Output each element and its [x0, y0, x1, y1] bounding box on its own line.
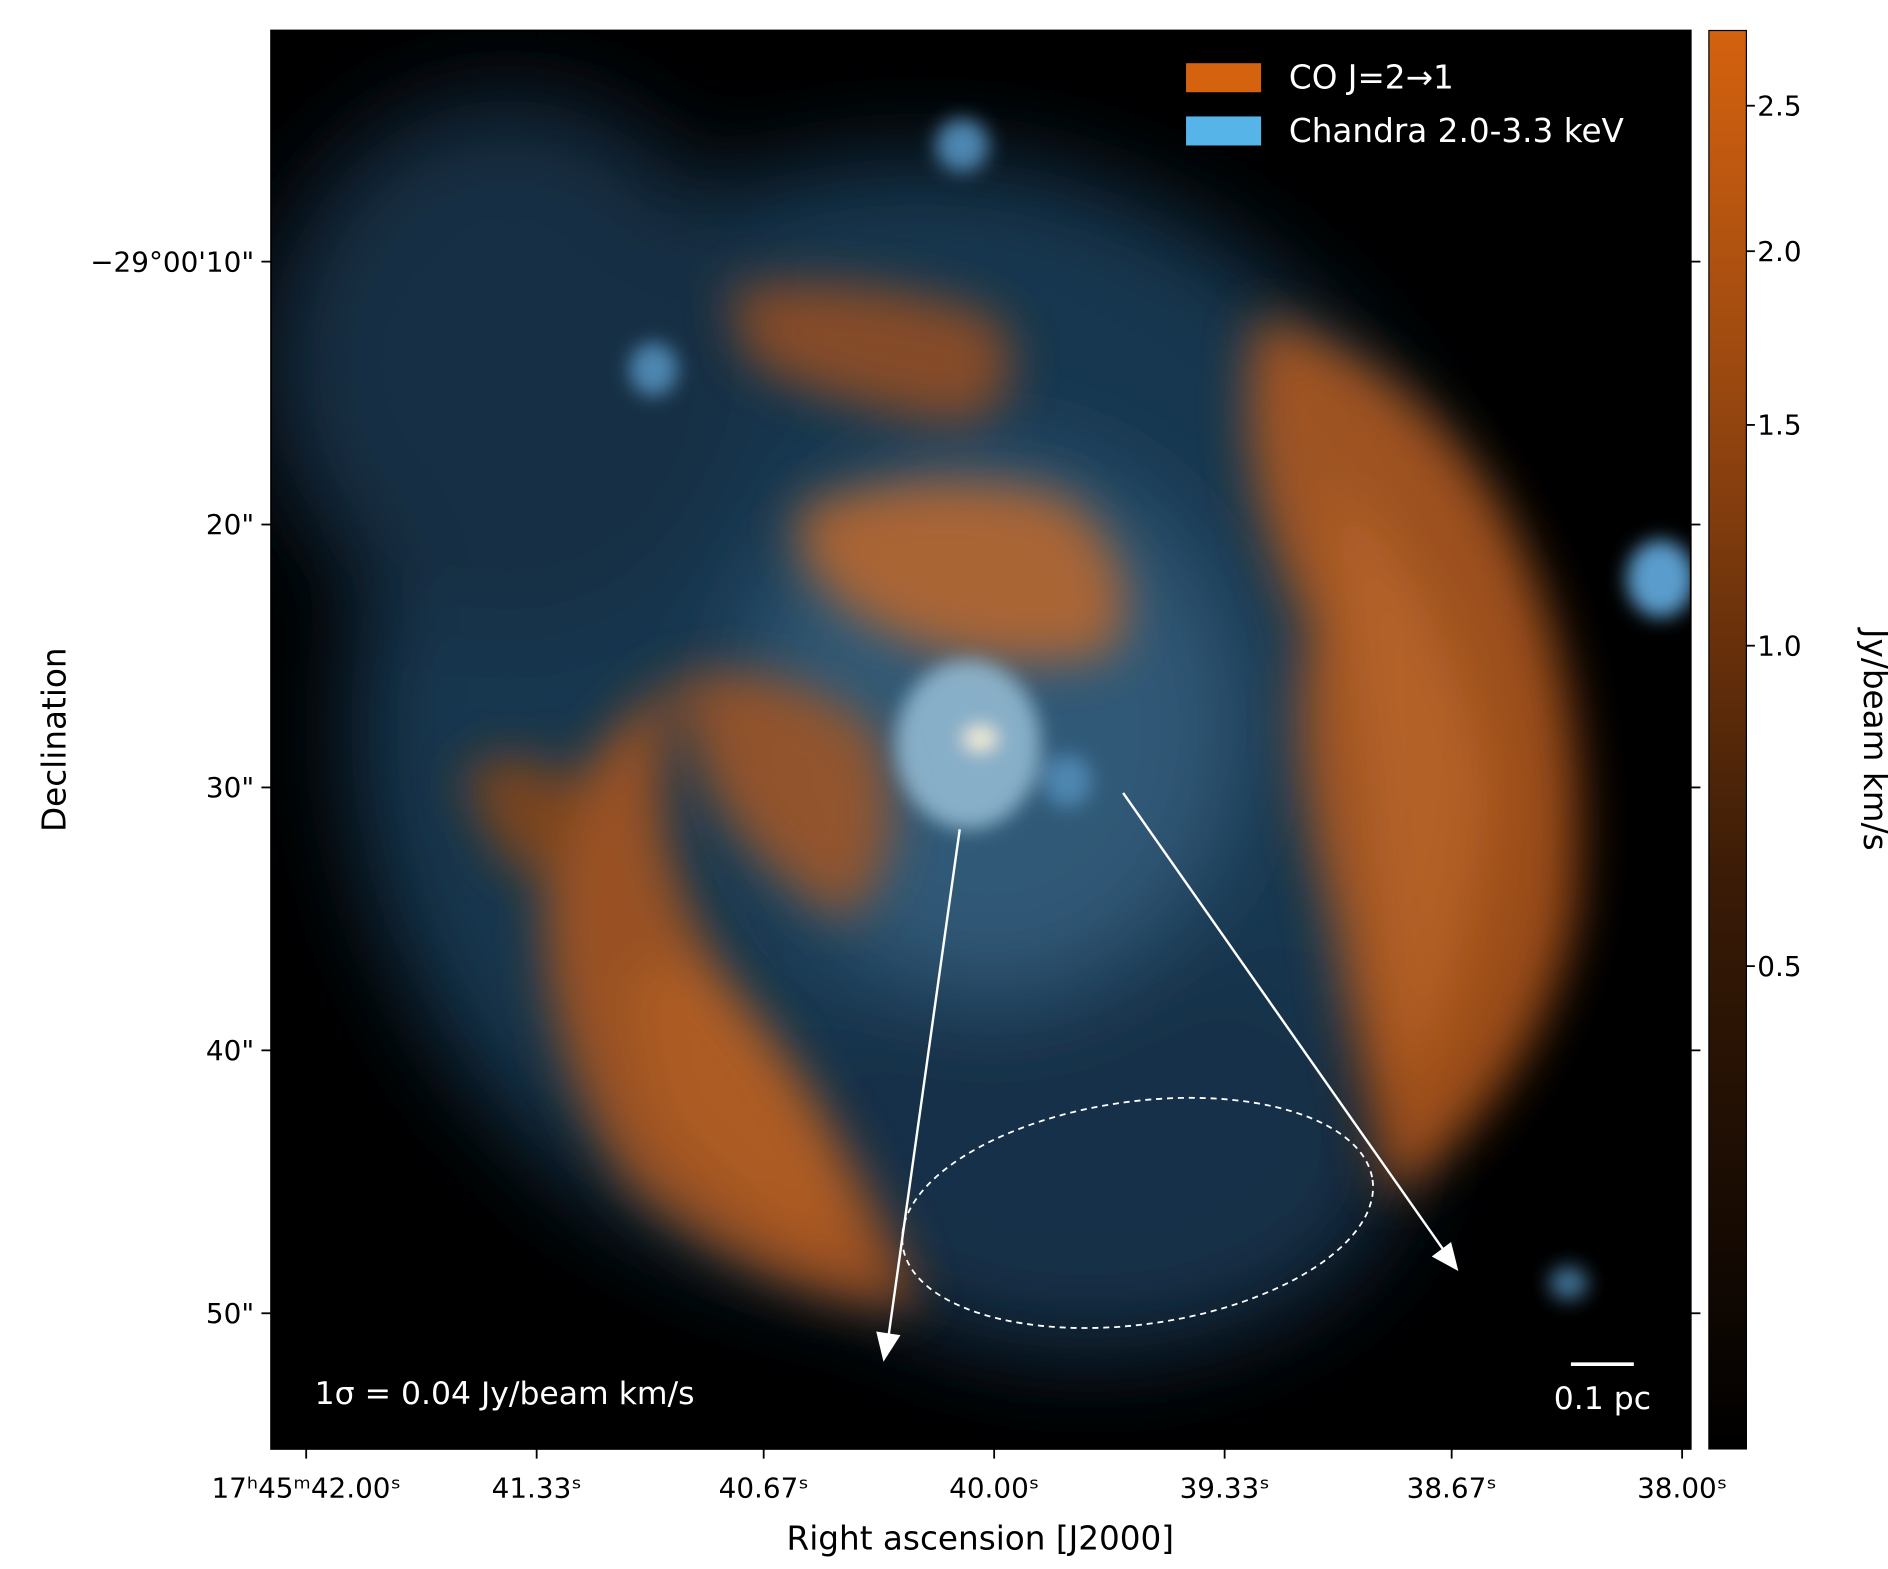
x-tick-label: 41.33ˢ: [492, 1471, 582, 1504]
y-tick-label: 30": [206, 771, 254, 804]
y-tick-label: 50": [206, 1297, 254, 1330]
x-tick-label: 40.00ˢ: [949, 1471, 1039, 1504]
legend-swatch: [1186, 116, 1262, 146]
colorbar: [1708, 29, 1748, 1450]
y-axis-label: Declination: [35, 647, 73, 832]
noise-annotation: 1σ = 0.04 Jy/beam km/s: [315, 1376, 695, 1412]
colorbar-tick-label: 0.5: [1757, 950, 1801, 983]
x-tick-label: 38.00ˢ: [1637, 1471, 1727, 1504]
legend: CO J=2→1 Chandra 2.0-3.3 keV: [1186, 59, 1625, 150]
plot-frame: [270, 29, 1692, 1450]
legend-swatch: [1186, 63, 1262, 93]
colorbar-tick-label: 1.5: [1757, 409, 1801, 442]
legend-label: CO J=2→1: [1289, 59, 1454, 97]
x-tick-label: 38.67ˢ: [1407, 1471, 1497, 1504]
y-tick-label: 20": [206, 508, 254, 541]
colorbar-label: Jy/beam km/s: [1856, 627, 1888, 851]
x-tick-label: 17ʰ45ᵐ42.00ˢ: [211, 1471, 400, 1504]
colorbar-tick-label: 2.5: [1757, 89, 1801, 122]
y-tick-label: 40": [206, 1034, 254, 1067]
legend-label: Chandra 2.0-3.3 keV: [1289, 112, 1625, 150]
y-tick-label: −29°00'10": [90, 245, 254, 278]
scale-bar-label: 0.1 pc: [1554, 1381, 1651, 1417]
sky-image: [271, 97, 1691, 1356]
overlay: [876, 792, 1634, 1367]
colorbar-tick-label: 2.0: [1757, 235, 1801, 268]
x-tick-label: 40.67ˢ: [719, 1471, 809, 1504]
x-axis-label: Right ascension [J2000]: [787, 1519, 1175, 1557]
x-tick-label: 39.33ˢ: [1180, 1471, 1270, 1504]
colorbar-tick-label: 1.0: [1757, 629, 1801, 662]
